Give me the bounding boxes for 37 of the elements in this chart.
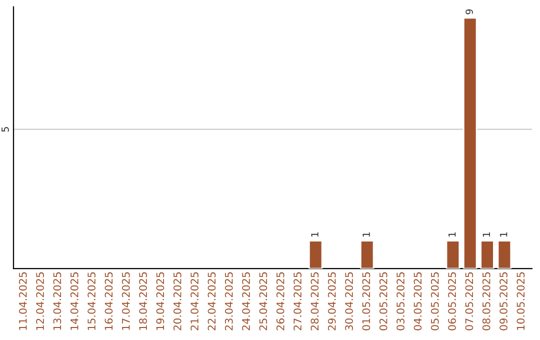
data-label: 1 [500,232,508,237]
x-tick-label: 10.05.2025 [516,272,525,330]
x-tick-label: 06.05.2025 [448,272,456,330]
x-tick-label: 24.04.2025 [242,272,250,330]
x-tick-label: 22.04.2025 [208,272,216,330]
x-tick-label: 01.05.2025 [362,272,370,330]
x-tick-label: 14.04.2025 [70,272,78,330]
x-tick-label: 13.04.2025 [53,272,62,330]
x-tick-label: 27.04.2025 [294,272,302,330]
x-tick-label: 18.04.2025 [139,272,147,330]
x-tick-label: 05.05.2025 [430,272,439,330]
x-tick-label: 30.04.2025 [345,272,353,330]
x-tick-label: 28.04.2025 [310,272,319,330]
x-tick-label: 12.04.2025 [36,272,44,330]
x-tick-label: 15.04.2025 [88,272,96,330]
y-tick-label: 5 [2,127,9,132]
x-tick-label: 23.04.2025 [224,272,233,330]
x-tick-label: 03.05.2025 [396,272,404,330]
x-tick-label: 19.04.2025 [156,272,164,330]
data-label: 1 [482,232,490,237]
x-tick-label: 21.04.2025 [190,272,198,330]
data-label: 1 [311,232,318,237]
x-tick-label: 07.05.2025 [465,272,474,330]
x-tick-label: 25.04.2025 [259,272,268,330]
x-tick-label: 29.04.2025 [328,272,336,330]
x-tick-label: 08.05.2025 [482,272,490,330]
x-tick-label: 04.05.2025 [414,272,422,330]
data-label: 1 [362,232,370,237]
x-tick-label: 09.05.2025 [500,272,508,330]
x-tick-label: 20.04.2025 [173,272,182,330]
x-tick-label: 11.04.2025 [18,272,27,330]
x-tick-label: 16.04.2025 [104,272,113,330]
x-tick-label: 17.04.2025 [122,272,130,330]
data-label: 9 [466,9,473,14]
data-label: 1 [448,232,456,237]
x-tick-label: 26.04.2025 [276,272,284,330]
x-tick-label: 02.05.2025 [379,272,388,330]
